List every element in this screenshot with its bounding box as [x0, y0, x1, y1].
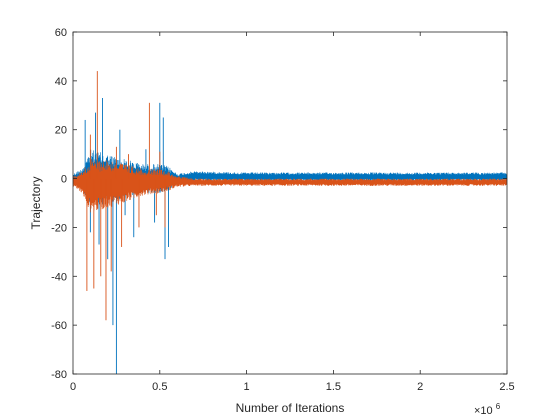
y-tick-label: 20	[55, 125, 67, 137]
x-tick-label: 1.5	[326, 381, 341, 393]
y-tick-label: -40	[51, 271, 67, 283]
plot-area	[73, 71, 507, 374]
series-1-line	[73, 149, 507, 205]
y-axis-title: Trajectory	[29, 177, 43, 230]
y-tick-label: -20	[51, 222, 67, 234]
series-2	[73, 71, 507, 321]
x-tick-label: 1	[244, 381, 250, 393]
x-tick-label: 2.5	[499, 381, 514, 393]
y-tick-label: -60	[51, 320, 67, 332]
y-tick-label: 60	[55, 27, 67, 39]
series-2-line	[73, 159, 507, 213]
x-axis: 0 0.5 1 1.5 2 2.5	[70, 32, 515, 393]
axes-box	[72, 31, 508, 375]
x-axis-multiplier-exponent: 6	[496, 402, 501, 411]
x-tick-label: 0	[70, 381, 76, 393]
y-axis: -80 -60 -40 -20 0 20 40 60	[51, 27, 507, 381]
x-tick-label: 0.5	[152, 381, 167, 393]
y-tick-label: -80	[51, 369, 67, 381]
x-axis-multiplier: ×10 6	[474, 402, 501, 417]
x-axis-title: Number of Iterations	[236, 401, 345, 415]
x-tick-label: 2	[417, 381, 423, 393]
x-axis-multiplier-base: ×10	[474, 405, 493, 417]
y-tick-label: 0	[61, 174, 67, 186]
y-tick-label: 40	[55, 76, 67, 88]
series-1	[73, 97, 507, 374]
